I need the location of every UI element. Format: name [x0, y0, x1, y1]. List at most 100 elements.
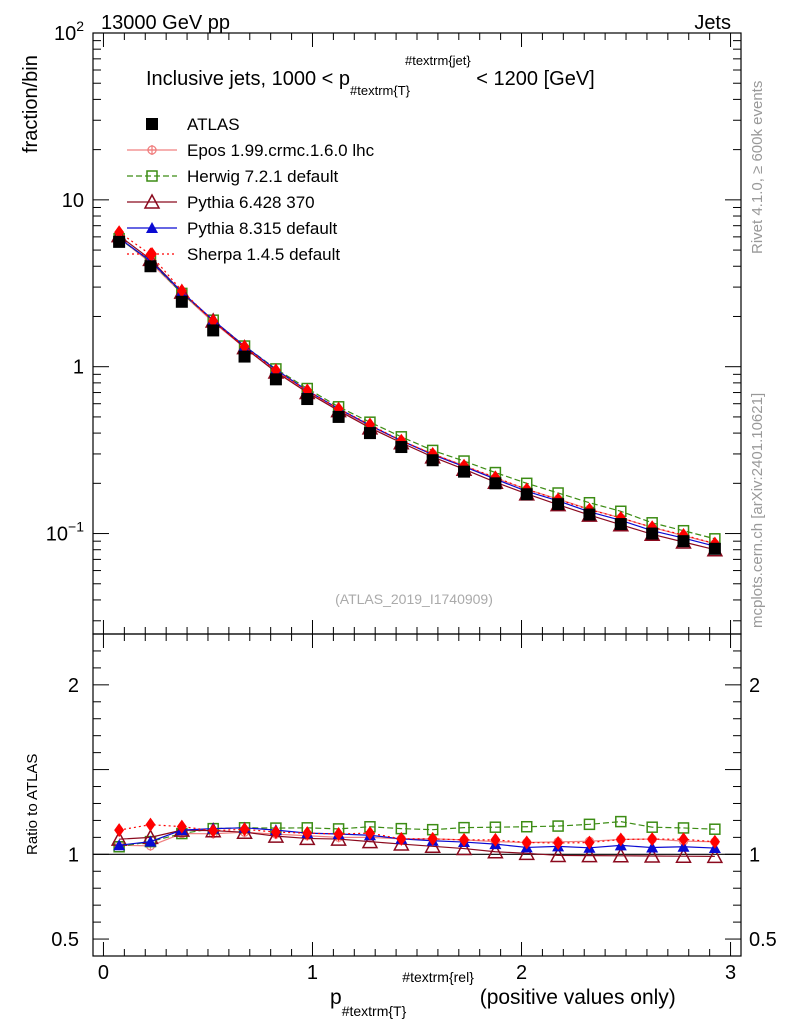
ratio-point-sherpa-5: [176, 819, 187, 834]
ratio-point-sherpa-5: [521, 835, 532, 850]
legend-label-pythia-3: Pythia 6.428 370: [187, 193, 315, 212]
ratio-point-pythia-3: [518, 844, 535, 861]
ratio-tick-label-right: 1: [749, 844, 760, 866]
data-point-atlas-0: [458, 465, 471, 478]
ratio-point-sherpa-5: [333, 826, 344, 841]
ratio-point-pythia-3: [361, 833, 379, 849]
x-tick-label: 0: [98, 962, 109, 984]
legend-label-epos-1: Epos 1.99.crmc.1.6.0 lhc: [187, 141, 375, 160]
ratio-point-pythia-3: [706, 847, 724, 864]
data-point-atlas-0: [520, 488, 533, 501]
ratio-point-sherpa-5: [145, 817, 156, 832]
ratio-point-sherpa-5: [427, 831, 438, 846]
ratio-point-herwig-2: [709, 823, 721, 835]
data-point-atlas-0: [144, 260, 157, 273]
ratio-point-sherpa-5: [678, 832, 689, 847]
ratio-point-pythia-3: [267, 827, 285, 843]
ratio-tick-label-left: 0.5: [51, 929, 79, 951]
data-point-atlas-0: [113, 235, 126, 248]
x-axis-label-sub: #textrm{T}: [342, 1003, 407, 1019]
chart-title: Inclusive jets, 1000 < p#textrm{T} #textr…: [146, 53, 595, 98]
legend-label-sherpa-5: Sherpa 1.4.5 default: [187, 245, 340, 264]
ratio-point-sherpa-5: [270, 825, 281, 840]
data-point-atlas-0: [395, 441, 408, 454]
ratio-point-sherpa-5: [208, 823, 219, 838]
ratio-point-herwig-2: [520, 820, 533, 833]
header-energy-label: 13000 GeV pp: [101, 12, 230, 34]
ratio-point-herwig-2: [583, 818, 596, 831]
ratio-point-sherpa-5: [553, 836, 564, 851]
legend: ATLAS Epos 1.99.crmc.1.6.0 lhc Herwig 7.2.…: [127, 115, 375, 264]
ratio-y-axis-label: Ratio to ATLAS: [24, 754, 41, 855]
data-point-atlas-0: [583, 508, 596, 521]
y-tick-label: 1: [73, 357, 84, 379]
series-line-pythia-4: [118, 237, 716, 547]
ratio-line-pythia-4: [119, 827, 715, 849]
chart-title-sup: #textrm{jet}: [405, 53, 471, 68]
ratio-point-herwig-2: [552, 820, 564, 832]
legend-marker-sherpa-5: [147, 247, 157, 261]
ratio-point-pythia-3: [612, 847, 630, 863]
data-point-atlas-0: [708, 542, 721, 555]
ratio-frame: [92, 633, 742, 957]
data-point-atlas-0: [363, 427, 376, 440]
chart-title-sub: #textrm{T}: [350, 83, 411, 98]
data-point-atlas-0: [552, 498, 565, 511]
data-point-atlas-0: [301, 393, 314, 406]
data-point-atlas-0: [677, 535, 690, 548]
ratio-point-pythia-3: [581, 847, 598, 863]
ratio-point-pythia-3: [643, 847, 661, 863]
series-line-epos-1: [118, 237, 716, 545]
ratio-tick-label-right: 0.5: [749, 929, 777, 951]
legend-label-herwig-2: Herwig 7.2.1 default: [187, 167, 338, 186]
data-point-atlas-0: [332, 410, 345, 423]
data-point-atlas-0: [175, 295, 188, 308]
x-tick-label: 3: [725, 962, 736, 984]
data-point-atlas-0: [646, 527, 659, 540]
chart-title-part-1: Inclusive jets, 1000 < p: [146, 68, 350, 90]
ratio-point-sherpa-5: [396, 831, 407, 846]
data-point-sherpa-5: [114, 225, 125, 240]
ratio-point-sherpa-5: [364, 826, 375, 841]
ratio-tick-label-left: 2: [68, 675, 79, 697]
ratio-line-sherpa-5: [119, 824, 715, 844]
ratio-point-herwig-2: [458, 821, 470, 834]
side-rivet-label: Rivet 4.1.0, ≥ 600k events: [749, 81, 766, 254]
series-line-herwig-2: [118, 238, 716, 540]
x-axis-label-rest: (positive values only): [474, 986, 676, 1009]
x-axis-label-p: p: [330, 986, 342, 1009]
side-mcplots-label: mcplots.cern.ch [arXiv:2401.10621]: [749, 393, 766, 628]
legend-marker-epos-1: [147, 145, 157, 155]
data-point-atlas-0: [269, 373, 282, 386]
ratio-point-sherpa-5: [490, 832, 501, 847]
legend-marker-atlas-0: [146, 118, 158, 130]
ratio-point-sherpa-5: [459, 832, 470, 847]
ratio-point-herwig-2: [615, 815, 627, 828]
ratio-point-pythia-3: [424, 837, 441, 854]
ratio-point-pythia-4: [646, 841, 659, 853]
chart-title-part-2: < 1200 [GeV]: [471, 68, 595, 90]
ratio-point-pythia-4: [113, 839, 126, 851]
ratio-point-sherpa-5: [114, 823, 125, 838]
data-point-atlas-0: [614, 518, 627, 531]
y-tick-label: 10: [62, 190, 84, 212]
legend-marker-herwig-2: [146, 170, 158, 182]
legend-label-pythia-4: Pythia 8.315 default: [187, 219, 338, 238]
ratio-point-sherpa-5: [584, 835, 595, 850]
data-point-sherpa-5: [176, 283, 187, 298]
ratio-point-herwig-2: [489, 821, 502, 833]
x-tick-label: 2: [516, 962, 527, 984]
y-tick-label: 10−1: [46, 519, 84, 546]
ratio-point-sherpa-5: [239, 822, 250, 837]
ratio-point-pythia-4: [144, 835, 157, 847]
x-axis-label: p#textrm{T} #textrm{rel} (positive values…: [330, 969, 676, 1019]
header-jets-label: Jets: [694, 12, 731, 34]
ratio-point-pythia-3: [455, 839, 473, 856]
y-axis-label: fraction/bin: [20, 55, 42, 153]
ratio-point-sherpa-5: [709, 834, 720, 849]
ratio-panel: 0 1 2 3 0.5 0.5 1 1 2 2: [51, 633, 777, 984]
legend-marker-pythia-4: [146, 222, 158, 233]
ratio-tick-label-right: 2: [749, 675, 760, 697]
ratio-point-pythia-3: [487, 843, 504, 859]
